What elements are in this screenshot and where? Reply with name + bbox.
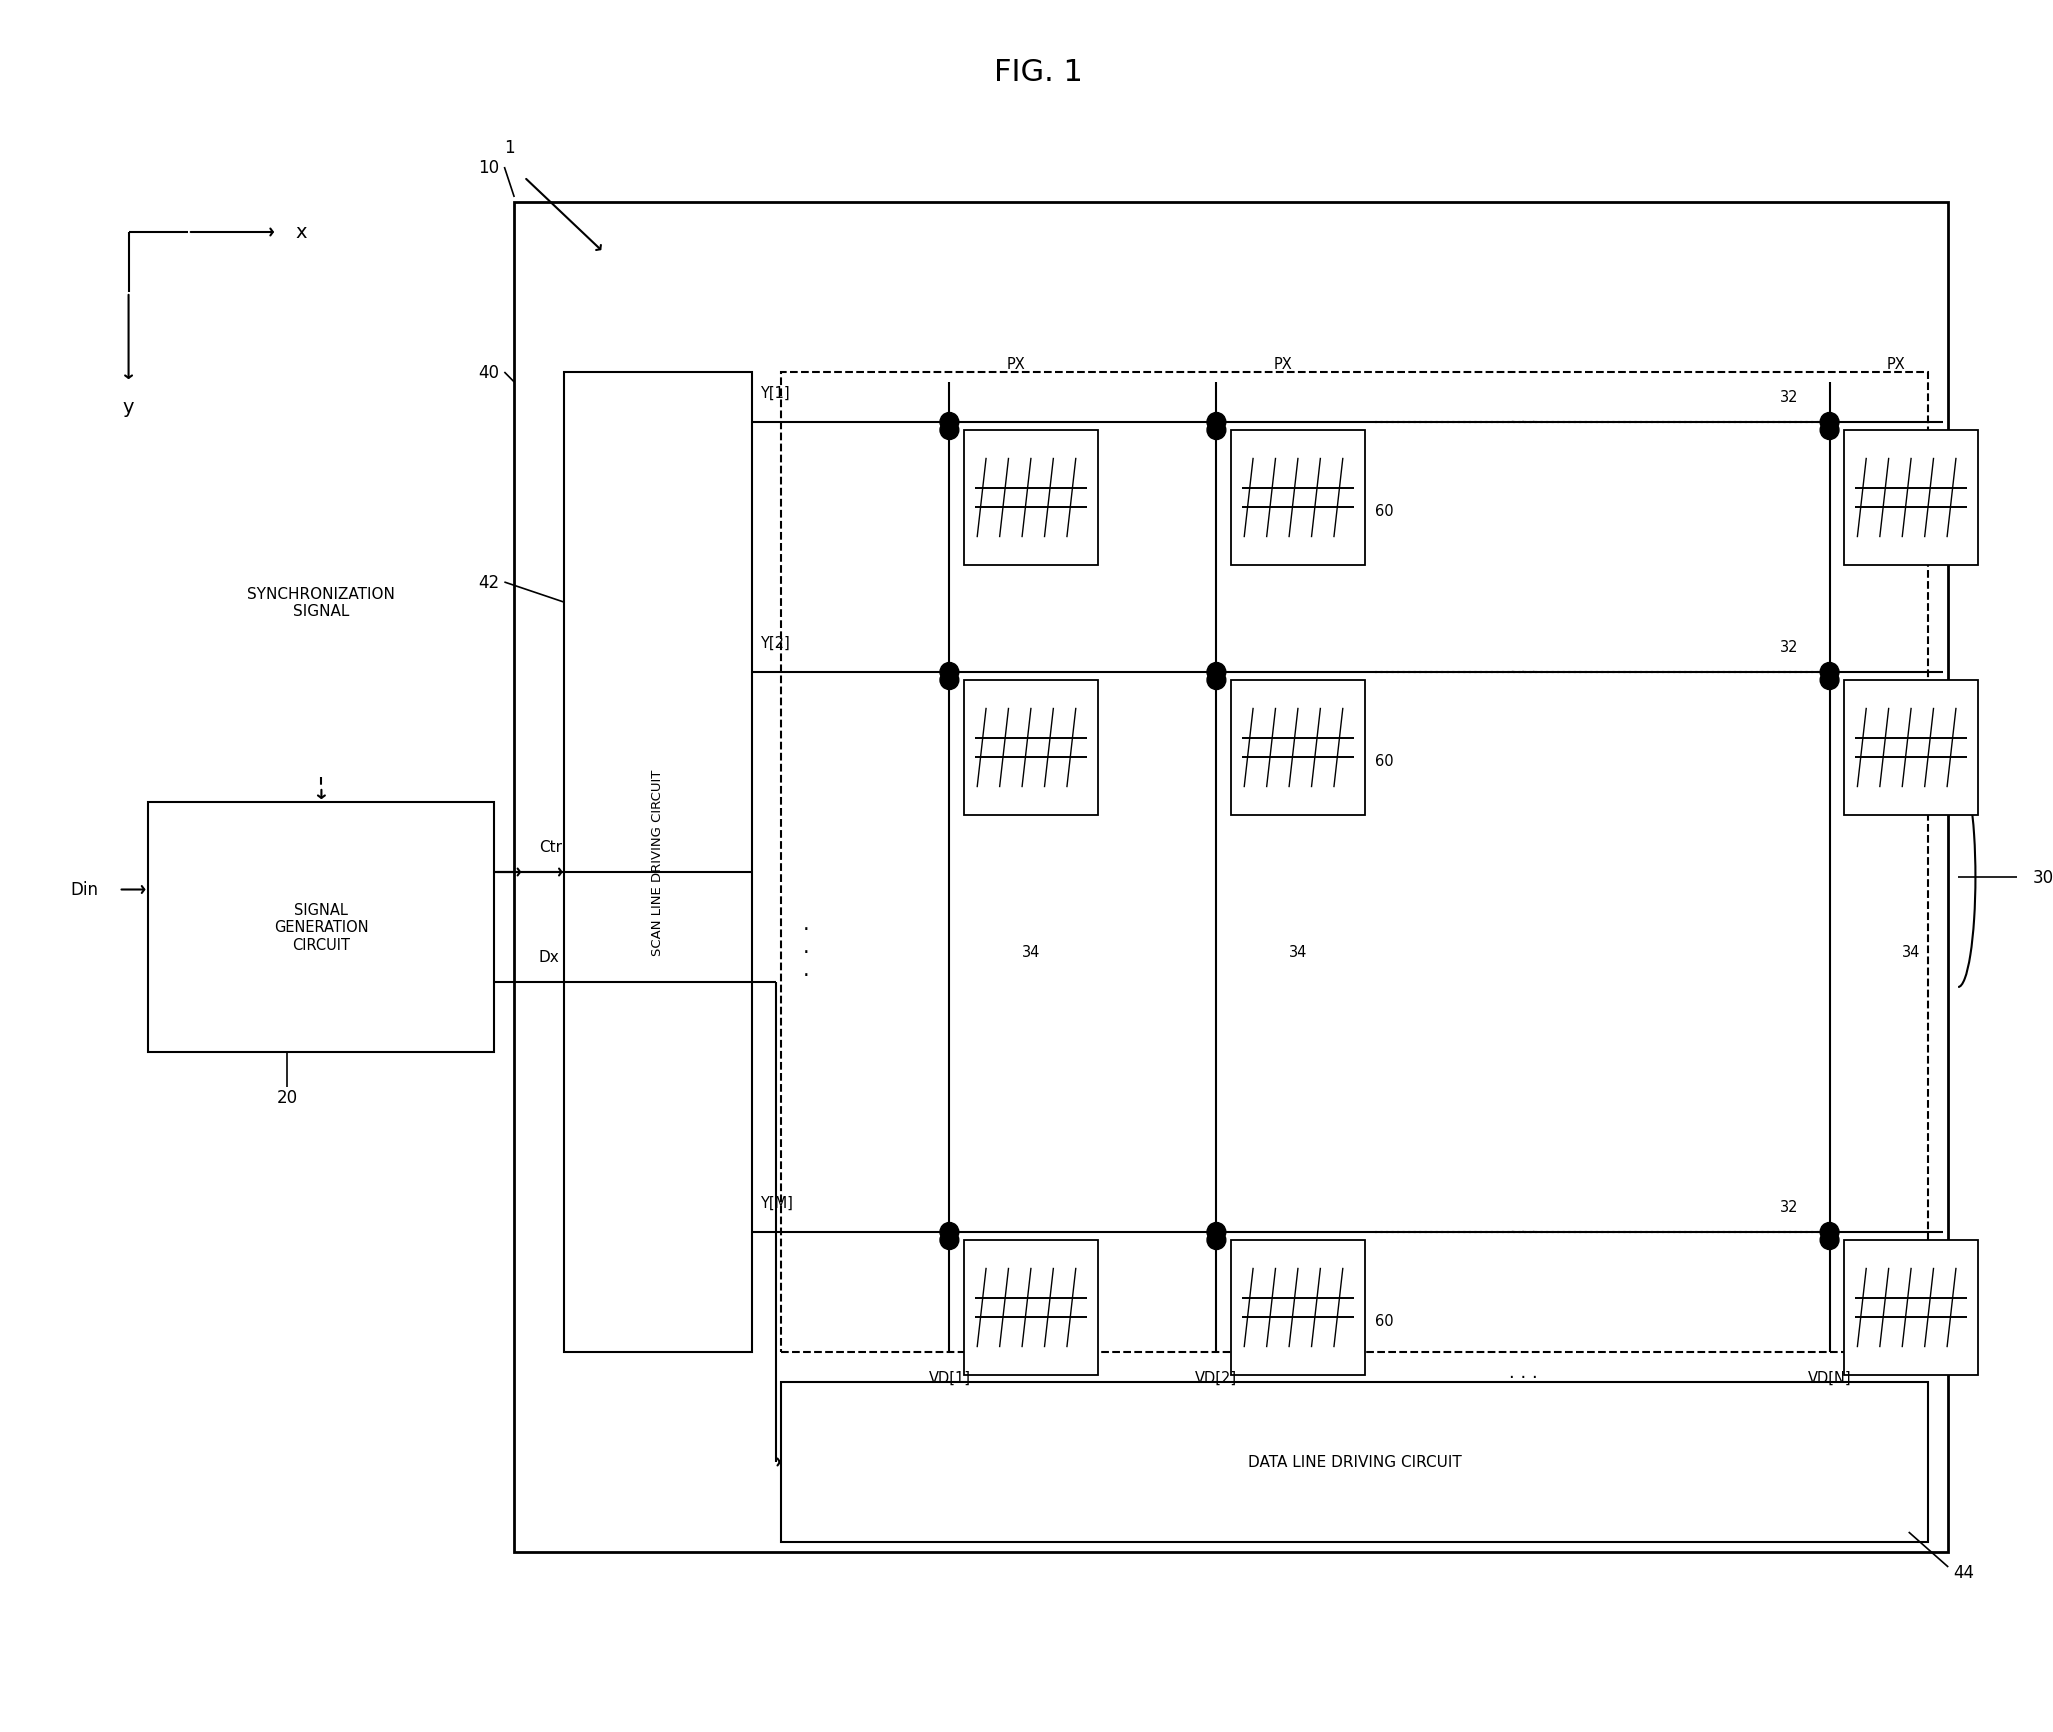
Bar	[965, 1240, 1098, 1375]
Circle shape	[1207, 414, 1226, 433]
Circle shape	[1207, 421, 1226, 440]
Circle shape	[1821, 421, 1839, 440]
Bar	[1232, 431, 1365, 566]
Text: 30: 30	[2032, 868, 2053, 887]
Text: 20: 20	[277, 1088, 298, 1107]
Text: 1: 1	[503, 139, 515, 158]
Text: 60: 60	[1376, 753, 1394, 769]
Circle shape	[1821, 670, 1839, 689]
Text: x: x	[296, 223, 308, 242]
Text: 34: 34	[1022, 946, 1041, 960]
Circle shape	[940, 1223, 959, 1242]
Bar	[965, 431, 1098, 566]
Bar	[148, 802, 495, 1053]
Text: 60: 60	[1376, 1315, 1394, 1328]
Circle shape	[1821, 414, 1839, 433]
Circle shape	[1821, 1231, 1839, 1251]
Bar	[782, 1382, 1928, 1541]
Text: SIGNAL
GENERATION
CIRCUIT: SIGNAL GENERATION CIRCUIT	[275, 902, 370, 953]
Circle shape	[940, 414, 959, 433]
Circle shape	[1821, 1223, 1839, 1242]
Bar	[513, 203, 1948, 1552]
Bar	[1844, 681, 1977, 816]
Text: PX: PX	[1887, 357, 1905, 372]
Circle shape	[1207, 663, 1226, 682]
Text: PX: PX	[1006, 357, 1026, 372]
Text: 34: 34	[1901, 946, 1920, 960]
Text: · · ·: · · ·	[1509, 1368, 1538, 1386]
Text: y: y	[123, 398, 133, 417]
Bar	[1232, 1240, 1365, 1375]
Text: Y[M]: Y[M]	[760, 1195, 792, 1211]
Text: VD[N]: VD[N]	[1809, 1370, 1852, 1384]
Circle shape	[940, 663, 959, 682]
Text: VD[2]: VD[2]	[1195, 1370, 1238, 1384]
Text: Ctr: Ctr	[540, 840, 563, 856]
Text: · · ·: · · ·	[1509, 414, 1536, 431]
Text: 60: 60	[1376, 504, 1394, 520]
Text: 34: 34	[1289, 946, 1308, 960]
Text: 40: 40	[478, 364, 499, 381]
Text: Y[2]: Y[2]	[760, 636, 788, 651]
Bar	[1232, 681, 1365, 816]
Text: SYNCHRONIZATION
SIGNAL: SYNCHRONIZATION SIGNAL	[248, 587, 396, 618]
Circle shape	[940, 1231, 959, 1251]
Text: Din: Din	[70, 882, 99, 899]
Text: PX: PX	[1273, 357, 1293, 372]
Bar	[1844, 1240, 1977, 1375]
Circle shape	[1821, 663, 1839, 682]
Circle shape	[1207, 1231, 1226, 1251]
Bar	[782, 372, 1928, 1353]
Circle shape	[940, 670, 959, 689]
Text: · · ·: · · ·	[1509, 1223, 1536, 1242]
Circle shape	[1207, 1223, 1226, 1242]
Text: VD[1]: VD[1]	[928, 1370, 971, 1384]
Bar	[565, 372, 751, 1353]
Text: DATA LINE DRIVING CIRCUIT: DATA LINE DRIVING CIRCUIT	[1248, 1455, 1462, 1470]
Text: ·
·
·: · · ·	[803, 920, 809, 986]
Text: 42: 42	[478, 573, 499, 592]
Text: 44: 44	[1952, 1562, 1975, 1581]
Text: Dx: Dx	[540, 949, 560, 965]
Bar	[1844, 431, 1977, 566]
Text: · · ·: · · ·	[1509, 663, 1536, 682]
Text: 32: 32	[1780, 641, 1798, 655]
Text: FIG. 1: FIG. 1	[994, 59, 1082, 87]
Bar	[965, 681, 1098, 816]
Text: SCAN LINE DRIVING CIRCUIT: SCAN LINE DRIVING CIRCUIT	[651, 769, 665, 956]
Circle shape	[1207, 670, 1226, 689]
Circle shape	[940, 421, 959, 440]
Text: 10: 10	[478, 159, 499, 177]
Text: 32: 32	[1780, 1200, 1798, 1214]
Text: Y[1]: Y[1]	[760, 386, 788, 400]
Text: 32: 32	[1780, 390, 1798, 405]
